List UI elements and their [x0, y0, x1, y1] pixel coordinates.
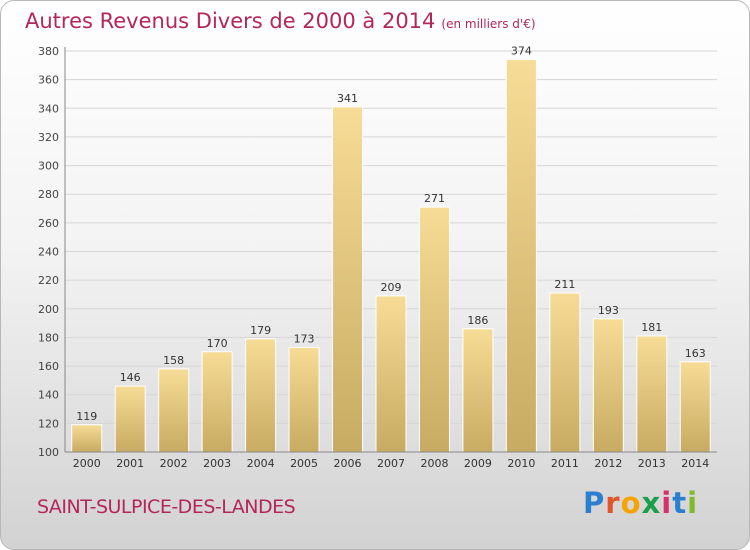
- y-tick-label: 300: [38, 160, 59, 173]
- unit-label: (en milliers d'€): [441, 17, 536, 31]
- x-tick-label: 2007: [377, 457, 405, 470]
- bars: 119 146 158 170 179 173 341 209 271 186 374 211 193 1…: [71, 45, 711, 453]
- bar-2004: [245, 338, 277, 453]
- x-tick-label: 2000: [73, 457, 101, 470]
- x-tick-label: 2010: [507, 457, 535, 470]
- value-label: 163: [685, 347, 706, 360]
- bar-2010: [505, 59, 537, 453]
- y-tick-label: 320: [38, 131, 59, 144]
- bar-2003: [201, 351, 233, 453]
- x-tick-label: 2006: [334, 457, 362, 470]
- x-tick-label: 2003: [203, 457, 231, 470]
- x-tick-label: 2005: [290, 457, 318, 470]
- y-tick-label: 140: [38, 389, 59, 402]
- y-tick-label: 180: [38, 331, 59, 344]
- value-label: 209: [381, 281, 402, 294]
- bar-2014: [679, 361, 711, 453]
- bar-2007: [375, 295, 407, 453]
- value-label: 271: [424, 192, 445, 205]
- value-label: 158: [163, 354, 184, 367]
- bar-2005: [288, 346, 320, 453]
- x-tick-label: 2013: [638, 457, 666, 470]
- value-label: 170: [207, 337, 228, 350]
- value-label: 173: [294, 332, 315, 345]
- bar-2001: [114, 385, 146, 453]
- bar-2012: [592, 318, 624, 453]
- y-tick-label: 200: [38, 303, 59, 316]
- bar-2006: [332, 106, 364, 453]
- value-label: 341: [337, 92, 358, 105]
- y-tick-label: 340: [38, 102, 59, 115]
- value-label: 146: [120, 371, 141, 384]
- y-tick-label: 100: [38, 446, 59, 459]
- y-tick-label: 120: [38, 417, 59, 430]
- x-tick-label: 2012: [594, 457, 622, 470]
- y-tick-label: 360: [38, 74, 59, 87]
- value-label: 179: [250, 324, 271, 337]
- x-tick-label: 2009: [464, 457, 492, 470]
- bar-2013: [636, 335, 668, 453]
- x-tick-label: 2004: [247, 457, 275, 470]
- chart-title: Autres Revenus Divers de 2000 à 2014 (en …: [25, 9, 536, 33]
- value-label: 374: [511, 45, 532, 58]
- value-label: 119: [76, 410, 97, 423]
- x-tick-label: 2011: [551, 457, 579, 470]
- value-label: 193: [598, 304, 619, 317]
- proxiti-logo[interactable]: Proxiti: [583, 486, 699, 520]
- y-tick-label: 240: [38, 246, 59, 259]
- title-text: Autres Revenus Divers de 2000 à 2014: [25, 9, 436, 33]
- y-tick-label: 280: [38, 188, 59, 201]
- bar-2011: [549, 292, 581, 453]
- value-label: 186: [467, 314, 488, 327]
- y-tick-label: 260: [38, 217, 59, 230]
- bar-2008: [418, 206, 450, 453]
- x-tick-label: 2002: [160, 457, 188, 470]
- y-tick-label: 380: [38, 45, 59, 58]
- value-label: 211: [554, 278, 575, 291]
- bar-2002: [158, 368, 190, 453]
- bar-2000: [71, 424, 103, 453]
- bar-2009: [462, 328, 494, 453]
- x-tick-label: 2014: [681, 457, 709, 470]
- value-label: 181: [641, 321, 662, 334]
- y-tick-label: 220: [38, 274, 59, 287]
- y-tick-label: 160: [38, 360, 59, 373]
- axes: 100 120 140 160 180 200 220 240 260 280 300 320 340 3…: [38, 45, 717, 470]
- x-tick-label: 2008: [420, 457, 448, 470]
- x-tick-label: 2001: [116, 457, 144, 470]
- city-name: SAINT-SULPICE-DES-LANDES: [37, 496, 296, 518]
